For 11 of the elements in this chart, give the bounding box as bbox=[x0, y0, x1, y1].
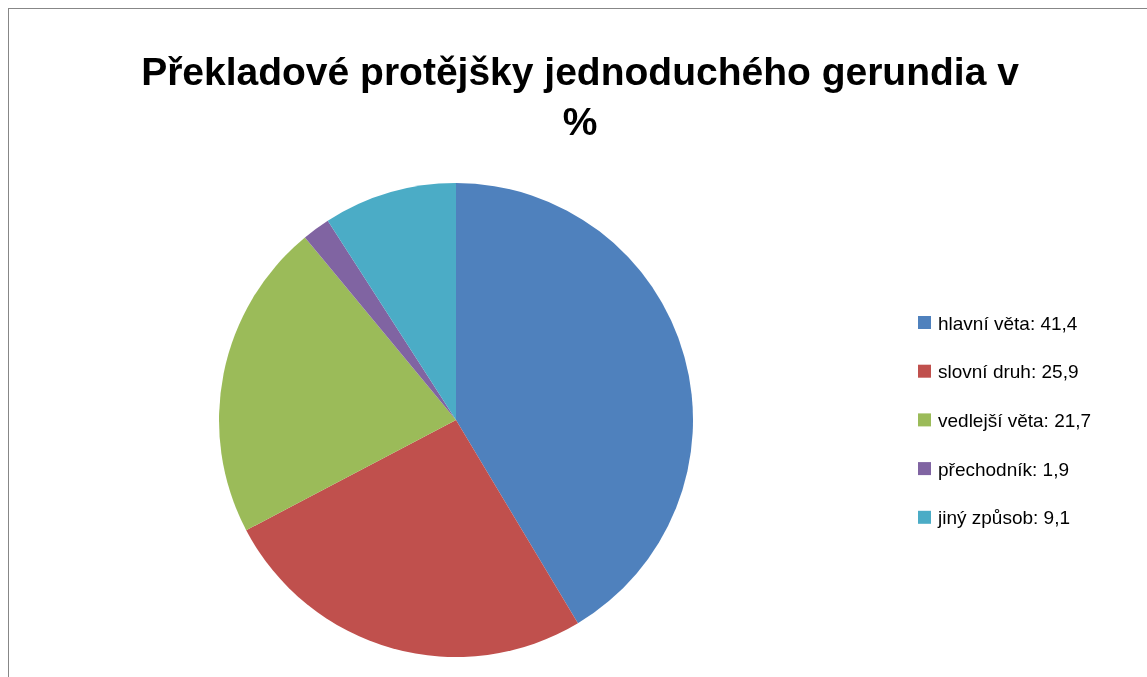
legend-label: slovní druh: 25,9 bbox=[938, 361, 1079, 383]
legend-label: jiný způsob: 9,1 bbox=[937, 507, 1071, 529]
pie-slice bbox=[327, 183, 456, 420]
pie-slice bbox=[246, 420, 578, 657]
legend-label: přechodník: 1,9 bbox=[938, 458, 1069, 480]
legend-label: vedlejší věta: 21,7 bbox=[938, 410, 1092, 432]
legend-label: hlavní věta: 41,4 bbox=[938, 312, 1078, 334]
pie-slice bbox=[456, 183, 693, 624]
chart-title: Překladové protějšky jednoduchého gerundia v % bbox=[141, 50, 1020, 143]
pie-slice bbox=[219, 237, 456, 531]
pie-slice bbox=[304, 220, 456, 420]
